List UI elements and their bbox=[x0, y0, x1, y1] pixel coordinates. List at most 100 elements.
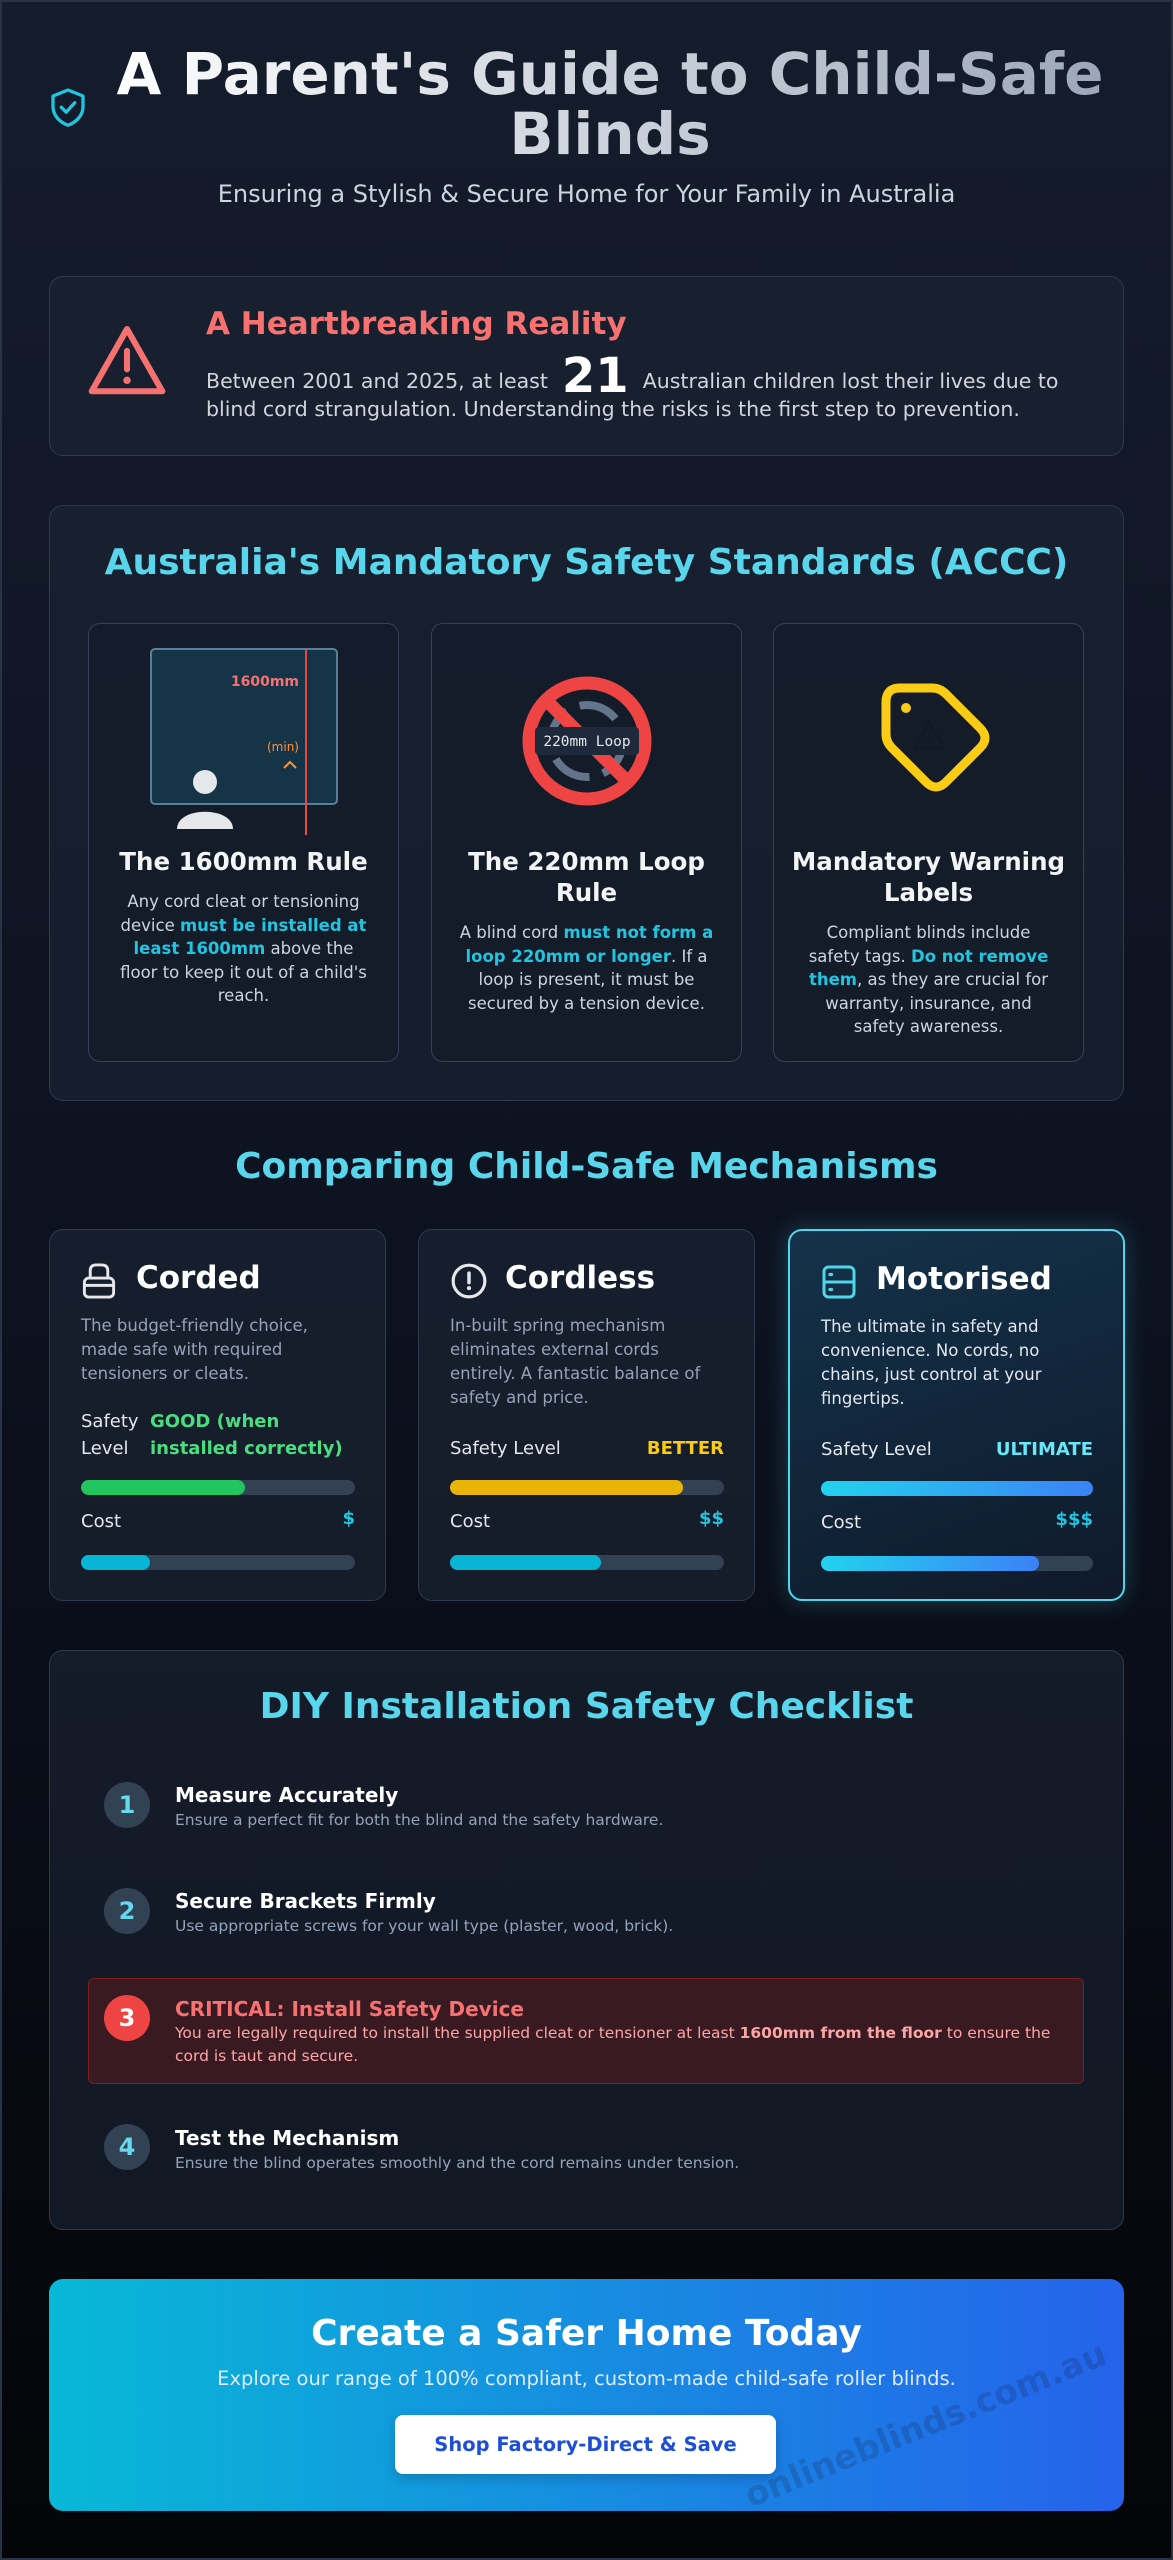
safety-label: Safety Level bbox=[821, 1439, 932, 1460]
mechanism-name: Motorised bbox=[876, 1261, 1052, 1297]
shield-icon bbox=[51, 88, 85, 127]
cost-label: Cost bbox=[81, 1511, 122, 1532]
text-part: above the floor to keep it out of a chil… bbox=[120, 939, 367, 1005]
step-text: Ensure a perfect fit for both the blind … bbox=[175, 1809, 1065, 1832]
cost-value: $ bbox=[342, 1508, 355, 1529]
text-highlight: 1600mm from the floor bbox=[739, 2024, 942, 2042]
mechanism-name: Cordless bbox=[505, 1260, 656, 1296]
card-title: The 1600mm Rule bbox=[119, 847, 368, 876]
critical-box bbox=[88, 1978, 1084, 2084]
warning-icon bbox=[88, 326, 166, 395]
safety-label: Safety Level bbox=[81, 1411, 139, 1459]
tag-icon bbox=[881, 683, 990, 792]
text-highlight: must not form a loop 220mm or longer bbox=[465, 923, 714, 966]
safety-bar bbox=[81, 1480, 355, 1495]
safety-value: ULTIMATE bbox=[995, 1439, 1093, 1460]
text-part: . If a loop is present, it must be secur… bbox=[468, 946, 708, 1013]
cost-bar-fill bbox=[81, 1555, 150, 1570]
step-number: 3 bbox=[104, 1995, 150, 2041]
mechanism-card: Corded The budget-friendly choice, made … bbox=[49, 1229, 386, 1601]
safety-value: GOOD (when installed correctly) bbox=[150, 1411, 343, 1459]
cta-title: Create a Safer Home Today bbox=[311, 2313, 862, 2354]
standard-card: 220mm Loop The 220mm Loop Rule A blind c… bbox=[431, 623, 742, 1062]
mechanism-card: Motorised The ultimate in safety and con… bbox=[788, 1229, 1125, 1601]
cta-button[interactable]: Shop Factory-Direct & Save bbox=[395, 2415, 776, 2474]
page-subtitle: Ensuring a Stylish & Secure Home for You… bbox=[217, 180, 956, 208]
mechanism-text: In-built spring mechanism eliminates ext… bbox=[450, 1316, 701, 1407]
text-part: Compliant blinds include safety tags. bbox=[808, 923, 1031, 966]
section-title: Comparing Child-Safe Mechanisms bbox=[235, 1146, 938, 1187]
mechanism-name: Corded bbox=[136, 1260, 261, 1296]
text-part: You are legally required to install the … bbox=[175, 2024, 740, 2042]
alert-text: Between 2001 and 2025, at least 21 Austral… bbox=[206, 352, 1086, 423]
cost-value: $$$ bbox=[1055, 1509, 1093, 1530]
cost-bar-fill bbox=[450, 1555, 601, 1570]
motorised-icon bbox=[822, 1265, 856, 1299]
card-title: The 220mm Loop Rule bbox=[468, 847, 705, 907]
step-title: Measure Accurately bbox=[175, 1783, 399, 1807]
step-title: CRITICAL: Install Safety Device bbox=[175, 1997, 524, 2021]
alert-text-part: Australian children lost their lives due… bbox=[206, 369, 1059, 421]
alert-box bbox=[49, 276, 1124, 456]
cordless-icon bbox=[451, 1263, 487, 1299]
safety-value: BETTER bbox=[646, 1438, 724, 1459]
step-text: Use appropriate screws for your wall typ… bbox=[175, 1915, 1065, 1938]
step-number: 4 bbox=[104, 2124, 150, 2170]
standard-card: 1600mm (min) The 1600mm Rule Any cord cl… bbox=[88, 623, 399, 1062]
corded-icon bbox=[82, 1263, 116, 1299]
card-text: Compliant blinds include safety tags. Do… bbox=[800, 921, 1057, 1039]
checklist-box bbox=[49, 1650, 1124, 2230]
text-part: Any cord cleat or tensioning device bbox=[120, 892, 360, 935]
section-title: DIY Installation Safety Checklist bbox=[259, 1686, 914, 1727]
cost-bar-fill bbox=[821, 1556, 1039, 1571]
mechanism-text: The ultimate in safety and convenience. … bbox=[821, 1317, 1042, 1408]
mechanism-text: The budget-friendly choice, made safe wi… bbox=[81, 1316, 308, 1383]
text-part: to ensure the cord is taut and secure. bbox=[175, 2024, 1051, 2065]
cost-bar bbox=[821, 1556, 1093, 1571]
step-text: Ensure the blind operates smoothly and t… bbox=[175, 2152, 1065, 2175]
loop-diagram: 220mm Loop bbox=[522, 676, 652, 806]
text-part: Use appropriate screws for your wall typ… bbox=[175, 1917, 674, 1935]
cost-label: Cost bbox=[821, 1512, 862, 1533]
card-text: A blind cord must not form a loop 220mm … bbox=[458, 921, 715, 1015]
section-title: Australia's Mandatory Safety Standards (… bbox=[104, 542, 1069, 583]
watermark: onlineblinds.com.au bbox=[739, 2334, 1113, 2511]
alert-text-part: Between 2001 and 2025, at least bbox=[206, 369, 548, 393]
text-part: Ensure a perfect fit for both the blind … bbox=[175, 1811, 664, 1829]
diagram-label: 220mm Loop bbox=[543, 734, 630, 750]
text-part: A blind cord bbox=[459, 923, 564, 942]
safety-bar-fill bbox=[81, 1480, 246, 1495]
alert-stat: 21 bbox=[561, 348, 629, 404]
alert-title: A Heartbreaking Reality bbox=[206, 306, 627, 342]
step-text: You are legally required to install the … bbox=[175, 2022, 1065, 2068]
text-highlight: must be installed at least 1600mm bbox=[133, 915, 367, 959]
cost-value: $$ bbox=[698, 1508, 724, 1529]
cost-bar bbox=[450, 1555, 724, 1570]
cta-text: Explore our range of 100% compliant, cus… bbox=[217, 2367, 956, 2390]
safety-bar bbox=[821, 1481, 1093, 1496]
card-text: Any cord cleat or tensioning device must… bbox=[115, 890, 372, 1008]
card-title: Mandatory Warning Labels bbox=[791, 847, 1066, 907]
mechanism-card: Cordless In-built spring mechanism elimi… bbox=[418, 1229, 755, 1601]
step-title: Test the Mechanism bbox=[175, 2126, 400, 2150]
standard-card: Mandatory Warning Labels Compliant blind… bbox=[773, 623, 1084, 1062]
safety-label: Safety Level bbox=[450, 1438, 561, 1459]
height-diagram: 1600mm (min) bbox=[150, 648, 338, 835]
cost-bar bbox=[81, 1555, 355, 1570]
safety-bar-fill bbox=[821, 1481, 1093, 1496]
step-number: 2 bbox=[104, 1888, 150, 1934]
safety-bar-fill bbox=[450, 1480, 683, 1495]
step-number: 1 bbox=[104, 1782, 150, 1828]
diagram-label: (min) bbox=[267, 740, 299, 754]
page-title: A Parent's Guide to Child-Safe Blinds bbox=[100, 44, 1120, 164]
text-part: , as they are crucial for warranty, insu… bbox=[825, 970, 1049, 1036]
safety-bar bbox=[450, 1480, 724, 1495]
step-title: Secure Brackets Firmly bbox=[175, 1889, 436, 1913]
text-part: Ensure the blind operates smoothly and t… bbox=[175, 2154, 740, 2172]
diagram-label: 1600mm bbox=[231, 674, 299, 690]
cta-banner: Create a Safer Home Today Explore our ra… bbox=[49, 2279, 1124, 2511]
text-highlight: Do not remove them bbox=[808, 946, 1049, 990]
